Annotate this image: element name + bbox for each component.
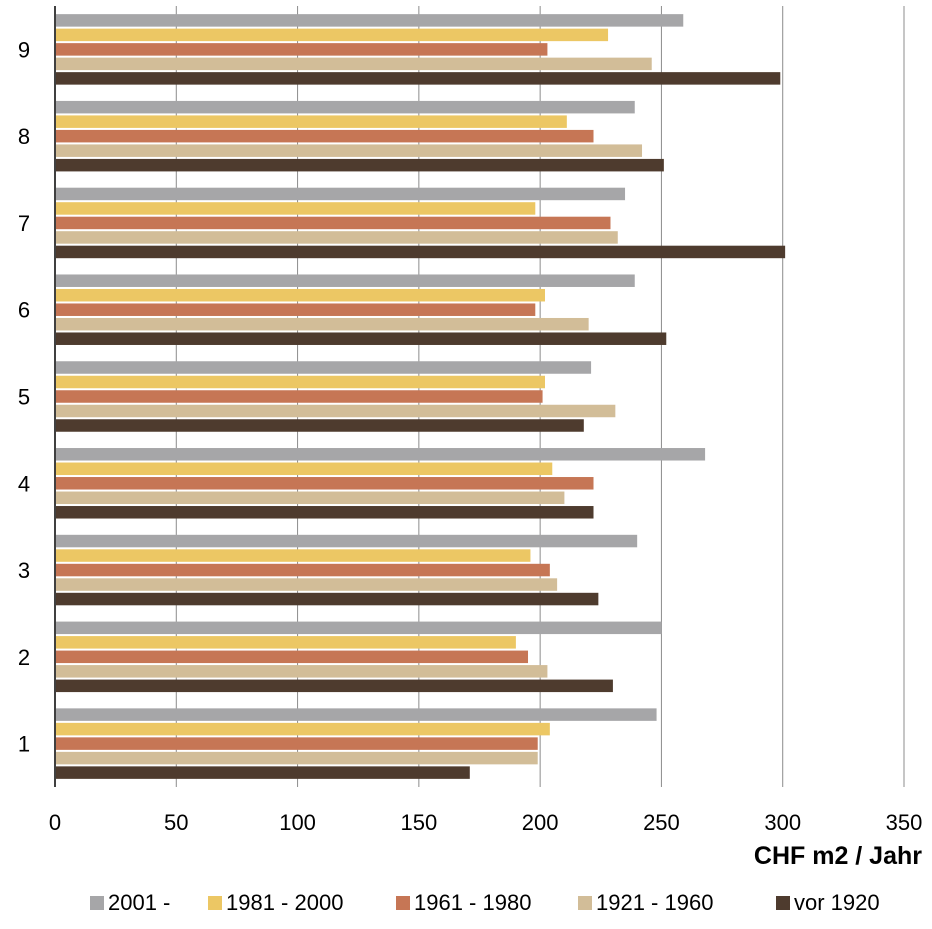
bar xyxy=(56,766,470,779)
bar xyxy=(56,462,553,476)
legend-label: 1961 - 1980 xyxy=(414,890,532,915)
bar xyxy=(56,332,667,345)
bar xyxy=(56,115,567,128)
bar xyxy=(56,737,538,750)
bar xyxy=(56,722,550,736)
y-tick-label: 4 xyxy=(18,471,30,496)
bar xyxy=(56,129,594,143)
legend-item: 2001 - xyxy=(90,888,170,918)
bar xyxy=(56,390,543,403)
legend: 2001 - 1981 - 2000 1961 - 1980 1921 - 1960 v… xyxy=(0,888,932,918)
bar xyxy=(56,43,548,56)
bar xyxy=(56,592,599,606)
bar xyxy=(56,144,643,157)
legend-label: vor 1920 xyxy=(794,890,880,915)
bar xyxy=(56,187,626,201)
bar xyxy=(56,57,652,71)
x-tick-label: 0 xyxy=(49,810,61,835)
bar xyxy=(56,72,781,85)
legend-item: vor 1920 xyxy=(776,888,880,918)
legend-label: 1921 - 1960 xyxy=(596,890,714,915)
bar xyxy=(56,404,616,418)
bar xyxy=(56,636,516,649)
bar xyxy=(56,158,664,172)
y-tick-label: 5 xyxy=(18,385,30,410)
y-tick-label: 1 xyxy=(18,732,30,757)
bar xyxy=(56,477,594,490)
y-tick-label: 8 xyxy=(18,124,30,149)
bar xyxy=(56,578,558,591)
y-tick-label: 6 xyxy=(18,298,30,323)
bar xyxy=(56,679,613,693)
bar xyxy=(56,231,618,244)
legend-label: 2001 - xyxy=(108,890,171,915)
bar xyxy=(56,419,584,432)
y-tick-label: 7 xyxy=(18,211,30,236)
x-tick-label: 50 xyxy=(164,810,188,835)
x-tick-label: 200 xyxy=(522,810,559,835)
bar xyxy=(56,621,662,635)
bar xyxy=(56,288,545,302)
y-tick-label: 2 xyxy=(18,645,30,670)
bar xyxy=(56,563,550,577)
y-tick-label: 9 xyxy=(18,37,30,62)
bar xyxy=(56,28,609,42)
bar xyxy=(56,650,529,664)
legend-swatch xyxy=(578,896,592,910)
x-tick-label: 100 xyxy=(279,810,316,835)
legend-item: 1921 - 1960 xyxy=(578,888,713,918)
bar xyxy=(56,534,638,548)
x-axis-title: CHF m2 / Jahr xyxy=(753,842,922,870)
bar xyxy=(56,14,684,27)
x-tick-label: 300 xyxy=(764,810,801,835)
legend-swatch xyxy=(208,896,222,910)
bar xyxy=(56,751,538,765)
legend-swatch xyxy=(90,896,104,910)
x-tick-label: 150 xyxy=(400,810,437,835)
bar xyxy=(56,202,536,215)
bar xyxy=(56,245,786,259)
bar xyxy=(56,448,706,461)
bar xyxy=(56,506,594,519)
legend-swatch xyxy=(396,896,410,910)
x-tick-label: 350 xyxy=(886,810,923,835)
bar xyxy=(56,303,536,316)
legend-swatch xyxy=(776,896,790,910)
legend-label: 1981 - 2000 xyxy=(226,890,344,915)
bar xyxy=(56,216,611,230)
bar xyxy=(56,549,531,562)
legend-item: 1961 - 1980 xyxy=(396,888,531,918)
bar xyxy=(56,361,592,374)
bar xyxy=(56,100,635,114)
bar xyxy=(56,317,589,331)
bar xyxy=(56,491,565,505)
x-tick-label: 250 xyxy=(643,810,680,835)
bar xyxy=(56,274,635,287)
y-tick-label: 3 xyxy=(18,558,30,583)
bar xyxy=(56,375,545,389)
bar xyxy=(56,665,548,678)
legend-item: 1981 - 2000 xyxy=(208,888,343,918)
bar xyxy=(56,708,657,721)
